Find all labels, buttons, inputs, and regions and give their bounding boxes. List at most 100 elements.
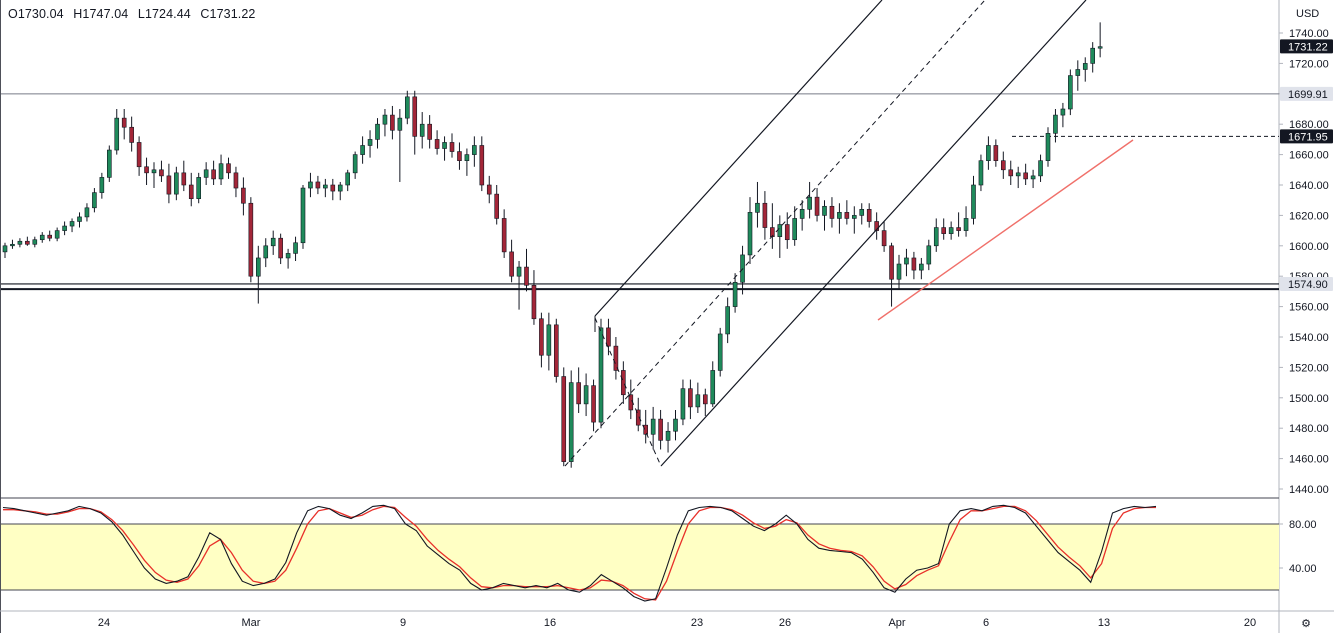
candle-body <box>419 123 425 137</box>
candle-body <box>427 123 432 140</box>
candle-body <box>844 212 850 219</box>
candle-body <box>241 187 246 204</box>
price-tick-label: 1660.00 <box>1289 150 1329 162</box>
candle-body <box>911 257 917 271</box>
candle-body <box>494 193 500 219</box>
low-value: L1724.44 <box>137 7 191 21</box>
candle-body <box>10 243 15 247</box>
candle-body <box>434 139 440 149</box>
candle-body <box>2 245 8 253</box>
candle-body <box>390 114 395 131</box>
candle-body <box>568 382 574 462</box>
price-tag-box <box>1280 276 1333 291</box>
candle-body <box>688 388 693 408</box>
candle-body <box>375 123 380 140</box>
candle-body <box>799 209 805 219</box>
candle-body <box>92 192 97 209</box>
candle-body <box>263 245 269 259</box>
candle-body <box>971 184 976 219</box>
candle-body <box>412 96 418 137</box>
price-tick-label: 1460.00 <box>1289 454 1329 466</box>
candle-body <box>255 257 261 277</box>
candle-body <box>896 263 902 280</box>
candle-body <box>814 196 820 216</box>
candle-body <box>1097 46 1103 49</box>
candle-body <box>673 418 678 432</box>
price-axis: 1440.00 1460.00 1480.00 1500.00 1520.00 1540.… <box>1279 8 1333 575</box>
candle-body <box>941 227 947 234</box>
candle-body <box>449 142 455 152</box>
candle-body <box>226 163 231 174</box>
channel-rib-dashed-line <box>594 317 662 467</box>
candle-body <box>561 376 567 462</box>
candle-body <box>956 227 961 231</box>
settings-gear-icon[interactable]: ⚙ <box>1301 618 1311 630</box>
channel-mid-dashed-line <box>564 0 986 467</box>
price-tick-label: 1540.00 <box>1289 332 1329 344</box>
candle-body <box>54 230 60 239</box>
time-axis: 24 Mar 9 16 23 26 Apr 6 13 20 ⚙ <box>98 617 1311 630</box>
candle-body <box>546 324 552 356</box>
time-tick-label: 23 <box>691 617 703 629</box>
candle-body <box>807 196 812 210</box>
candle-body <box>822 205 827 216</box>
candle-body <box>151 169 157 174</box>
candle-body <box>1045 133 1051 161</box>
oscillator-lines <box>2 504 1157 602</box>
candle-body <box>889 245 894 280</box>
candle-body <box>323 184 328 189</box>
candle-body <box>211 169 216 180</box>
candle-body <box>509 251 514 277</box>
candle-body <box>1015 172 1021 177</box>
candle-body <box>166 175 172 195</box>
price-tick-label: 1560.00 <box>1289 302 1329 314</box>
candle-body <box>337 184 343 192</box>
price-tag-box <box>1280 86 1333 101</box>
price-tick-label: 1640.00 <box>1289 180 1329 192</box>
candle-body <box>710 370 716 405</box>
candle-body <box>717 333 723 371</box>
candle-body <box>635 409 641 426</box>
candle-body <box>300 187 306 244</box>
candle-body <box>285 253 291 259</box>
candle-body <box>524 266 529 286</box>
candle-body <box>382 114 388 125</box>
candle-body <box>539 318 544 356</box>
candle-body <box>248 202 254 277</box>
candle-body <box>404 96 410 119</box>
price-tag-label: 1699.91 <box>1288 89 1328 101</box>
support-trendline <box>877 139 1134 321</box>
candle-body <box>47 234 53 239</box>
candle-body <box>501 218 507 253</box>
candle-body <box>866 209 872 222</box>
candle-body <box>360 145 365 155</box>
candle-body <box>1082 63 1088 70</box>
time-tick-label: 6 <box>983 617 989 629</box>
candle-body <box>464 154 470 161</box>
candle-body <box>69 221 75 227</box>
channel-upper-line <box>594 0 883 317</box>
candle-body <box>986 145 991 161</box>
candle-body <box>144 166 149 174</box>
candle-body <box>762 202 768 228</box>
open-value: O1730.04 <box>8 7 64 21</box>
candle-body <box>278 237 283 259</box>
price-tag-box <box>1280 39 1333 54</box>
candle-body <box>933 227 939 247</box>
candle-body <box>479 145 485 186</box>
candle-body <box>553 324 559 377</box>
candle-body <box>181 172 187 186</box>
candle-body <box>39 234 45 241</box>
candle-body <box>531 285 537 320</box>
time-tick-label: 16 <box>544 617 556 629</box>
candles <box>2 22 1103 468</box>
candle-body <box>84 207 90 218</box>
candle-body <box>777 224 783 237</box>
oscillator-slow-line <box>3 505 1156 601</box>
candle-body <box>308 181 313 189</box>
candle-body <box>881 230 887 247</box>
candle-body <box>218 163 224 180</box>
candle-body <box>99 177 105 193</box>
candle-body <box>330 184 336 192</box>
